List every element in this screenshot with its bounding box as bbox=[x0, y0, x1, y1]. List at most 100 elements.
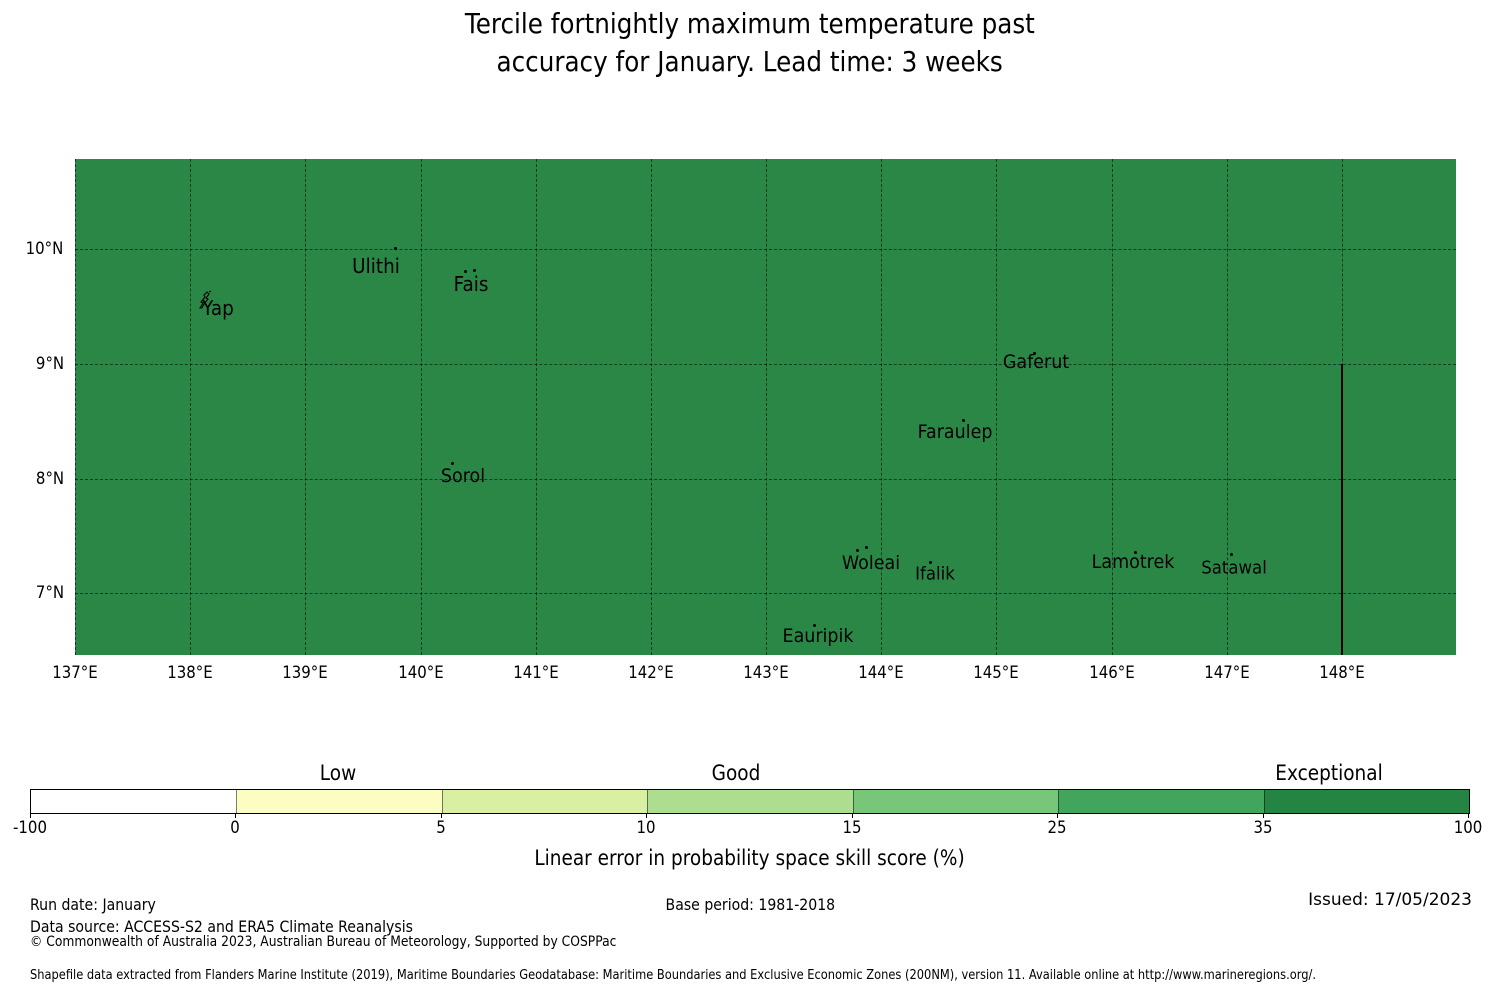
colorbar-tick bbox=[30, 813, 31, 818]
colorbar-separator bbox=[852, 790, 854, 813]
colorbar-tick-label: 100 bbox=[1452, 818, 1484, 838]
colorbar-tick bbox=[1057, 813, 1059, 818]
island-label-text: Satawal bbox=[1200, 557, 1267, 579]
longitude-gridline bbox=[305, 159, 307, 655]
colorbar-tick-text: 35 bbox=[1253, 818, 1273, 838]
latitude-gridline bbox=[75, 478, 1456, 480]
longitude-gridline bbox=[1226, 159, 1228, 655]
longitude-gridline bbox=[996, 159, 998, 655]
x-axis-tick-label: 148°E bbox=[1316, 663, 1368, 683]
longitude-gridline bbox=[881, 159, 883, 655]
longitude-gridline bbox=[766, 159, 768, 655]
colorbar-segment bbox=[236, 790, 442, 813]
footer-copyright: © Commonwealth of Australia 2023, Austra… bbox=[30, 934, 696, 950]
island-dot-faraulep bbox=[962, 419, 966, 423]
colorbar-segment bbox=[647, 790, 853, 813]
figure-title: Tercile fortnightly maximum temperature … bbox=[0, 5, 1500, 81]
y-axis-tick-text: 7°N bbox=[35, 583, 65, 604]
latitude-gridline bbox=[75, 249, 1456, 251]
island-dot-woleai bbox=[865, 546, 869, 550]
x-axis-tick-text: 141°E bbox=[512, 663, 559, 683]
colorbar-category-label: Low bbox=[317, 761, 358, 785]
footer-base-period: Base period: 1981-2018 bbox=[0, 895, 1500, 914]
island-dot-sorol bbox=[450, 461, 454, 465]
longitude-gridline bbox=[190, 159, 192, 655]
island-label-text: Fais bbox=[453, 271, 489, 296]
island-dot-ulithi bbox=[394, 247, 398, 251]
island-label-sorol: Sorol bbox=[439, 465, 487, 487]
latitude-gridline bbox=[75, 364, 1456, 366]
colorbar-tick bbox=[851, 813, 853, 818]
island-label-text: Yap bbox=[201, 295, 234, 320]
eez-boundary-line bbox=[1340, 364, 1343, 655]
map-panel: Yap Ulithi Fais Sorol Gaferut Faraulep Woleai I… bbox=[75, 159, 1456, 655]
x-axis-tick-label: 138°E bbox=[164, 663, 216, 683]
footer-shapefile-note: Shapefile data extracted from Flanders M… bbox=[30, 968, 1491, 983]
island-label-eauripik: Eauripik bbox=[779, 625, 856, 647]
figure-title-line2: accuracy for January. Lead time: 3 weeks bbox=[496, 45, 1004, 78]
colorbar-separator bbox=[1058, 790, 1060, 813]
island-dot-ifalik bbox=[928, 561, 932, 565]
island-label-satawal: Satawal bbox=[1198, 557, 1269, 578]
x-axis-tick-label: 140°E bbox=[395, 663, 447, 683]
colorbar-category-label: Good bbox=[708, 761, 763, 785]
footer-copyright-text: © Commonwealth of Australia 2023, Austra… bbox=[30, 934, 617, 950]
longitude-gridline bbox=[75, 159, 76, 655]
island-dot-fais bbox=[464, 270, 468, 274]
colorbar-category-text: Low bbox=[319, 761, 356, 785]
y-axis-tick-text: 8°N bbox=[35, 468, 65, 489]
island-label-text: Sorol bbox=[441, 465, 486, 488]
colorbar-category-label: Exceptional bbox=[1267, 761, 1389, 785]
colorbar-tick-text: 10 bbox=[636, 818, 656, 838]
footer-run-date: Run date: January bbox=[30, 895, 173, 914]
y-axis-tick-text: 9°N bbox=[35, 354, 65, 375]
figure-title-line1: Tercile fortnightly maximum temperature … bbox=[465, 7, 1035, 40]
y-axis-tick-text: 10°N bbox=[25, 239, 64, 260]
x-axis-tick-label: 147°E bbox=[1201, 663, 1253, 683]
colorbar-tick-label: 25 bbox=[1046, 818, 1068, 838]
island-label-text: Woleai bbox=[841, 552, 900, 575]
colorbar-separator bbox=[1263, 790, 1265, 813]
x-axis-tick-label: 143°E bbox=[740, 663, 792, 683]
colorbar-segment bbox=[852, 790, 1059, 813]
x-axis-tick-text: 147°E bbox=[1204, 663, 1250, 683]
island-dot-woleai bbox=[856, 548, 860, 552]
island-label-gaferut: Gaferut bbox=[1000, 351, 1072, 373]
footer-base-period-text: Base period: 1981-2018 bbox=[665, 895, 835, 914]
x-axis-tick-label: 137°E bbox=[49, 663, 101, 683]
island-dot-eauripik bbox=[813, 624, 817, 628]
x-axis-tick-text: 142°E bbox=[628, 663, 674, 683]
yap-island-outline bbox=[199, 290, 212, 309]
x-axis-tick-text: 140°E bbox=[397, 663, 444, 683]
colorbar-tick-text: 0 bbox=[230, 818, 241, 838]
colorbar bbox=[30, 789, 1470, 814]
x-axis-tick-text: 148°E bbox=[1319, 663, 1365, 683]
longitude-gridline bbox=[650, 159, 652, 655]
island-label-ifalik: Ifalik bbox=[914, 563, 957, 584]
footer-data-source-text: Data source: ACCESS-S2 and ERA5 Climate … bbox=[30, 917, 413, 936]
y-axis-tick-label: 8°N bbox=[0, 469, 66, 489]
colorbar-tick-text: 25 bbox=[1047, 818, 1067, 838]
colorbar-tick-text: 15 bbox=[842, 818, 862, 838]
colorbar-tick bbox=[646, 813, 648, 818]
colorbar-segment bbox=[1263, 790, 1469, 813]
x-axis-tick-text: 138°E bbox=[167, 663, 213, 683]
x-axis-tick-text: 137°E bbox=[52, 663, 98, 683]
x-axis-tick-label: 142°E bbox=[625, 663, 677, 683]
y-axis-tick-label: 10°N bbox=[0, 239, 66, 259]
colorbar-tick bbox=[235, 813, 237, 818]
colorbar-separator bbox=[236, 790, 238, 813]
x-axis-tick-label: 146°E bbox=[1086, 663, 1138, 683]
island-label-ulithi: Ulithi bbox=[350, 254, 402, 278]
colorbar-tick-label: -100 bbox=[11, 818, 50, 838]
latitude-gridline bbox=[75, 593, 1456, 595]
island-label-faraulep: Faraulep bbox=[914, 421, 995, 443]
footer-issued: Issued: 17/05/2023 bbox=[1308, 890, 1472, 910]
island-label-yap: Yap bbox=[201, 296, 235, 320]
colorbar-separator bbox=[441, 790, 443, 813]
island-label-text: Ifalik bbox=[915, 563, 956, 585]
colorbar-tick-text: 5 bbox=[436, 818, 446, 838]
colorbar-title-text: Linear error in probability space skill … bbox=[534, 846, 965, 870]
colorbar-tick-label: 15 bbox=[841, 818, 863, 838]
